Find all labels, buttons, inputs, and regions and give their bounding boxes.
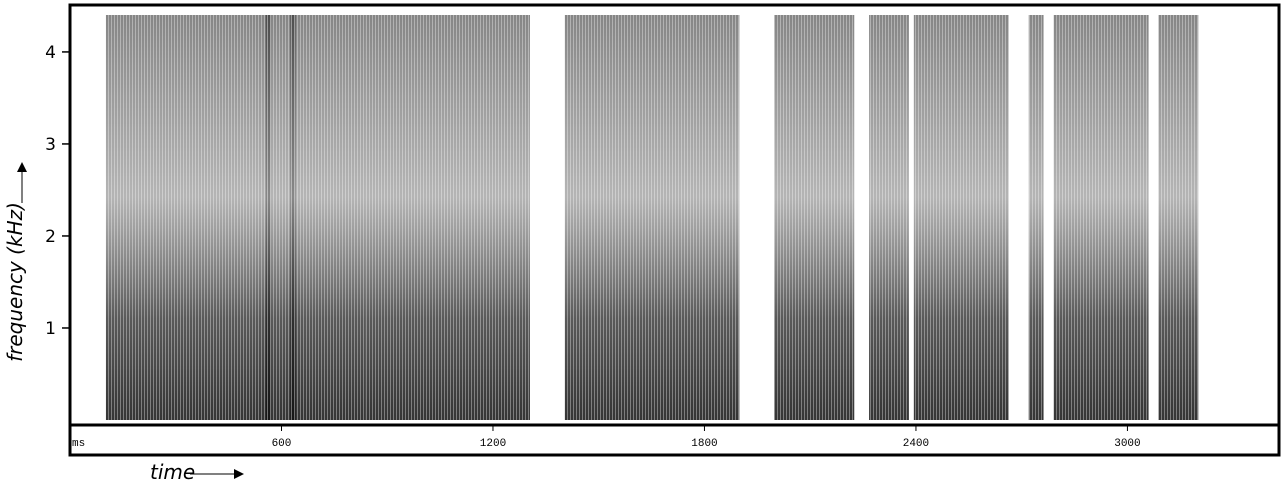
x-tick-label: 1200	[480, 438, 506, 450]
y-arrow-head	[17, 162, 27, 172]
segment-texture	[913, 15, 1009, 420]
segment-texture	[1028, 15, 1044, 420]
voiced-segment	[290, 15, 366, 420]
time-bar	[68, 423, 1281, 457]
voiced-segment	[913, 15, 1009, 420]
voiced-segment	[1053, 15, 1149, 420]
segment-texture	[774, 15, 855, 420]
segment-texture	[420, 15, 530, 420]
x-tick-label: 3000	[1114, 438, 1140, 450]
segment-texture	[1053, 15, 1149, 420]
voiced-segment	[564, 15, 700, 420]
x-tick-label: 1800	[691, 438, 717, 450]
x-axis-title: time	[150, 460, 195, 484]
voiced-segment	[365, 15, 421, 420]
y-axis-title: frequency (kHz)	[3, 202, 27, 362]
x-tick-label: 600	[272, 438, 292, 450]
segment-texture	[290, 15, 366, 420]
segment-texture	[1158, 15, 1199, 420]
segment-texture	[564, 15, 700, 420]
segment-texture	[869, 15, 909, 420]
x-tick-label: ms	[72, 438, 85, 450]
x-tick-label: 2400	[903, 438, 929, 450]
voiced-segment	[1028, 15, 1044, 420]
y-tick-label: 1	[45, 319, 56, 339]
y-tick-label: 2	[45, 227, 56, 247]
voiced-segment	[699, 15, 740, 420]
y-tick-label: 4	[45, 43, 56, 63]
voiced-segment	[105, 15, 271, 420]
y-tick-label: 3	[45, 135, 56, 155]
segment-texture	[105, 15, 271, 420]
voiced-segment	[774, 15, 855, 420]
voiced-segment	[869, 15, 909, 420]
segment-texture	[365, 15, 421, 420]
x-arrow-head	[234, 469, 244, 479]
voiced-segment	[420, 15, 530, 420]
segment-texture	[699, 15, 740, 420]
voiced-segment	[1158, 15, 1199, 420]
